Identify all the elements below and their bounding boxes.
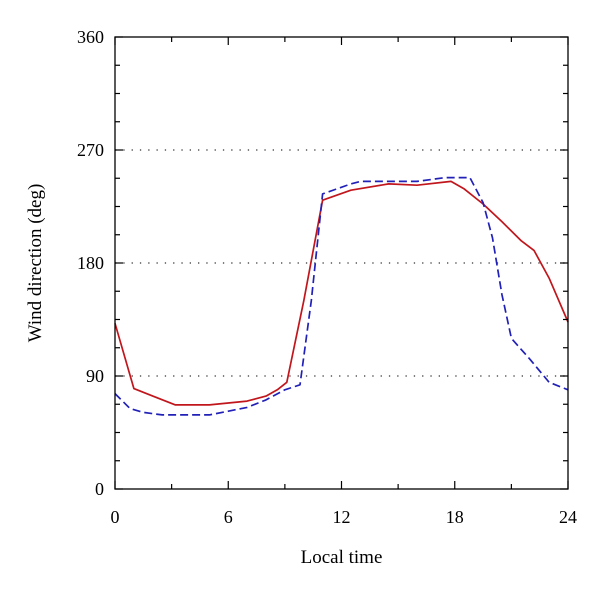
series-line-2 xyxy=(114,176,569,416)
x-tick-label-24: 24 xyxy=(559,507,577,527)
tick-marks xyxy=(114,36,569,490)
series-layer xyxy=(114,176,569,416)
grid-lines xyxy=(115,149,568,377)
x-axis-title: Local time xyxy=(301,547,383,568)
y-tick-label-0: 0 xyxy=(95,479,104,499)
x-tick-label-12: 12 xyxy=(333,507,351,527)
y-tick-label-360: 360 xyxy=(77,27,104,47)
x-tick-label-6: 6 xyxy=(224,507,233,527)
plot-frame xyxy=(114,36,569,490)
x-tick-label-0: 0 xyxy=(111,507,120,527)
series-line-1 xyxy=(114,180,569,406)
y-tick-label-180: 180 xyxy=(77,253,104,273)
tick-labels: 0 90 180 270 360 0 6 12 18 24 xyxy=(77,27,577,527)
y-tick-label-90: 90 xyxy=(86,366,104,386)
y-tick-label-270: 270 xyxy=(77,140,104,160)
x-tick-label-18: 18 xyxy=(446,507,464,527)
y-axis-title: Wind direction (deg) xyxy=(25,184,46,343)
